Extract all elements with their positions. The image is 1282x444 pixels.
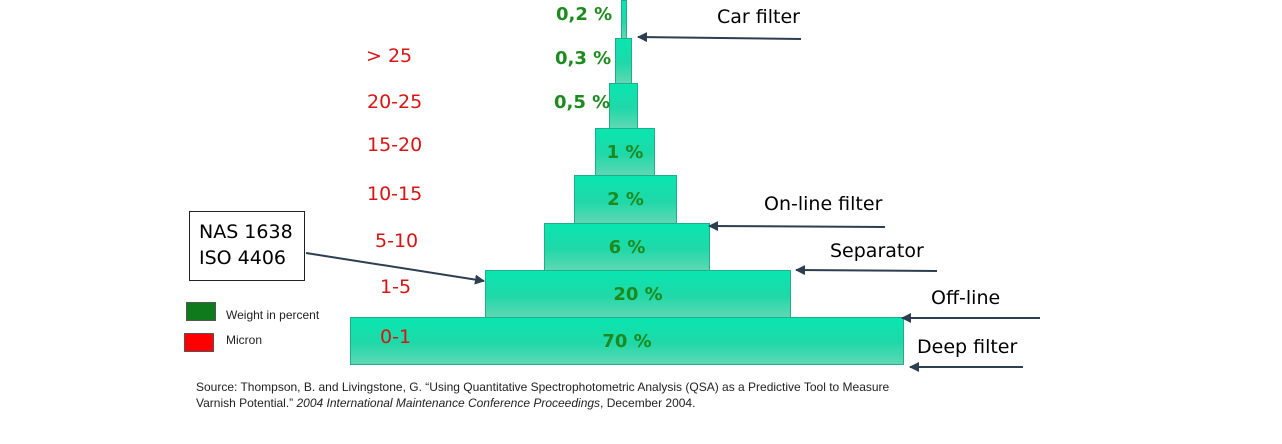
standard-iso: ISO 4406 (199, 247, 287, 269)
micron-label: > 25 (366, 45, 413, 67)
arrow-standards (305, 252, 485, 285)
weight-label-0-5: 0,5 % (554, 92, 611, 113)
filter-label-separator: Separator (830, 240, 924, 262)
filter-label-offline: Off-line (931, 287, 1001, 309)
arrow-separator (795, 265, 938, 276)
legend-weight-swatch (186, 302, 216, 321)
micron-label: 20-25 (367, 91, 423, 113)
source-line-2-start: Varnish Potential.” (196, 396, 297, 410)
source-citation: Source: Thompson, B. and Livingstone, G.… (196, 379, 889, 411)
arrow-online-filter (708, 221, 886, 232)
arrow-car-filter (637, 32, 802, 43)
tier-1-5: 20 % (485, 270, 791, 318)
source-line-2-end: , December 2004. (600, 396, 696, 410)
micron-label: 0-1 (380, 326, 412, 348)
weight-label: 2 % (607, 189, 644, 210)
weight-label: 70 % (602, 330, 652, 352)
weight-label: 1 % (606, 141, 644, 163)
filter-label-deep: Deep filter (917, 336, 1018, 358)
tier-top (621, 0, 627, 39)
legend-micron-swatch (184, 333, 214, 352)
weight-label: 6 % (608, 236, 646, 258)
tier-0-1: 70 % (350, 317, 904, 365)
tier-20-25 (609, 83, 638, 129)
micron-label: 1-5 (380, 276, 412, 298)
filter-label-online: On-line filter (764, 193, 883, 215)
micron-label: 5-10 (375, 230, 419, 252)
weight-label: 20 % (613, 283, 663, 305)
micron-label: 15-20 (367, 134, 423, 156)
filter-label-car: Car filter (717, 6, 800, 28)
legend-weight-label: Weight in percent (226, 308, 320, 322)
micron-label: 10-15 (367, 183, 423, 205)
tier-5-10: 6 % (544, 223, 710, 271)
weight-label-0-3: 0,3 % (555, 48, 612, 69)
standard-nas: NAS 1638 (199, 221, 293, 243)
source-line-1: Source: Thompson, B. and Livingstone, G.… (196, 380, 890, 394)
tier-10-15: 2 % (574, 175, 677, 224)
tier-15-20: 1 % (595, 128, 655, 176)
legend-micron-label: Micron (226, 333, 263, 347)
source-line-2: Varnish Potential.” 2004 International M… (196, 395, 889, 411)
source-proceedings: 2004 International Maintenance Conferenc… (296, 396, 601, 410)
weight-label-0-2: 0,2 % (556, 4, 613, 25)
standards-box: NAS 1638 ISO 4406 (189, 211, 305, 281)
